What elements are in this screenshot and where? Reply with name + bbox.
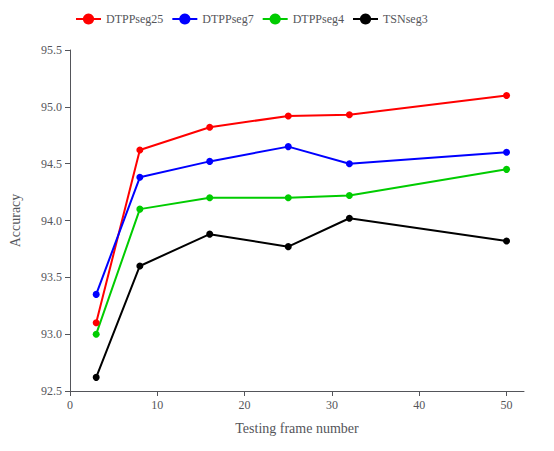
svg-text:94.0: 94.0 <box>41 214 62 228</box>
svg-text:95.5: 95.5 <box>41 43 62 57</box>
svg-text:95.0: 95.0 <box>41 100 62 114</box>
svg-text:DTPPseg4: DTPPseg4 <box>293 12 344 26</box>
svg-text:10: 10 <box>151 398 163 412</box>
svg-text:92.5: 92.5 <box>41 384 62 398</box>
svg-text:TSNseg3: TSNseg3 <box>383 12 428 26</box>
svg-text:Testing frame number: Testing frame number <box>235 421 359 436</box>
svg-text:0: 0 <box>67 398 73 412</box>
svg-text:30: 30 <box>326 398 338 412</box>
svg-text:93.0: 93.0 <box>41 327 62 341</box>
svg-text:Accuracy: Accuracy <box>8 194 23 248</box>
svg-text:DTPPseg7: DTPPseg7 <box>202 12 253 26</box>
svg-text:20: 20 <box>239 398 251 412</box>
svg-text:94.5: 94.5 <box>41 157 62 171</box>
svg-text:40: 40 <box>413 398 425 412</box>
svg-text:50: 50 <box>501 398 513 412</box>
svg-text:93.5: 93.5 <box>41 270 62 284</box>
svg-text:DTPPseg25: DTPPseg25 <box>106 12 163 26</box>
